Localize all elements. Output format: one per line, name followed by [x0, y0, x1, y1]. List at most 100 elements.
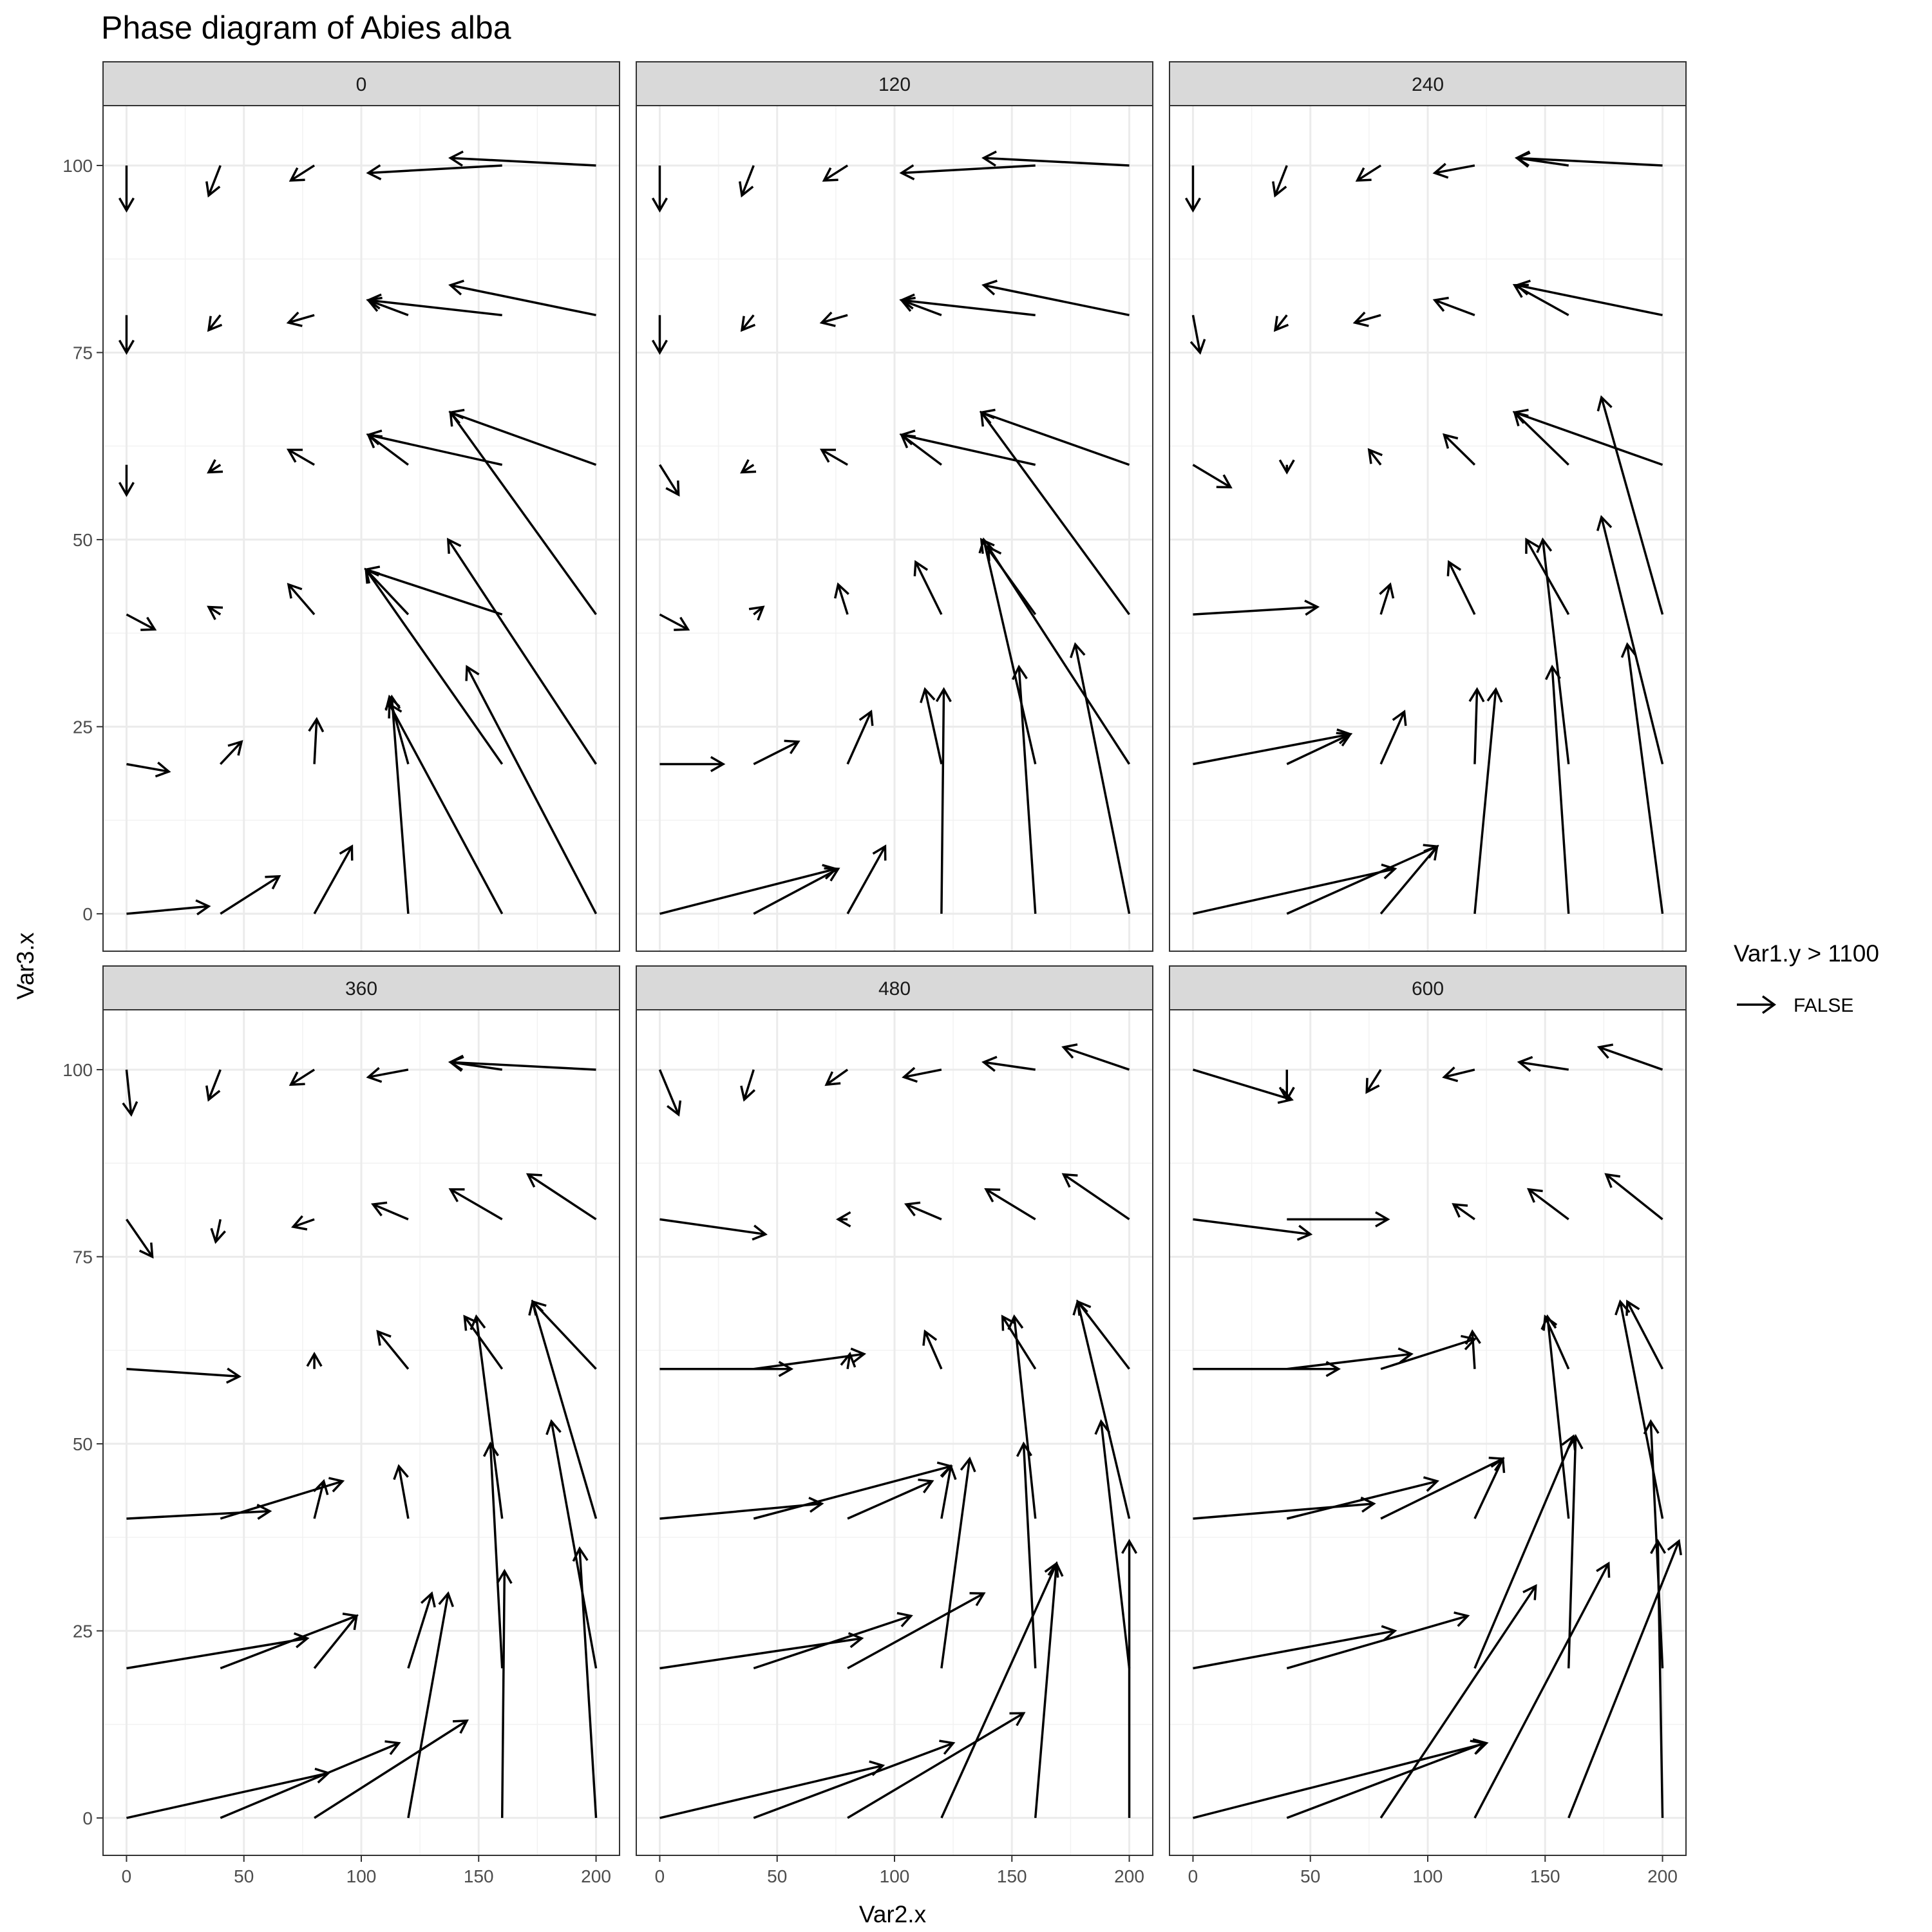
- vector-arrow: [978, 537, 1037, 764]
- facet-strip: [102, 965, 620, 1010]
- vector-arrow: [659, 755, 726, 773]
- arrows: [1184, 150, 1664, 915]
- vector-arrow: [659, 1497, 824, 1520]
- vector-arrow: [1272, 165, 1288, 198]
- vector-arrow: [448, 150, 596, 167]
- x-tick-label: 200: [1114, 1866, 1144, 1886]
- x-axis: 0 50 100 150 200: [1188, 1855, 1678, 1886]
- vector-arrow: [1596, 395, 1664, 615]
- facet-strip: [1169, 61, 1687, 106]
- vector-arrow: [658, 464, 680, 497]
- arrows: [658, 1043, 1138, 1819]
- vector-arrow: [981, 150, 1130, 167]
- x-tick-label: 50: [234, 1866, 254, 1886]
- vector-arrow: [902, 1066, 942, 1083]
- vector-arrow: [449, 410, 597, 616]
- vector-arrow: [407, 1591, 436, 1669]
- vector-arrow: [448, 1054, 596, 1071]
- vector-arrow: [1452, 1203, 1475, 1220]
- vector-arrow: [207, 605, 223, 620]
- vector-arrow: [658, 1069, 682, 1117]
- vector-arrow: [366, 1066, 409, 1083]
- facet-panel-480: 480 0 50 100 150 200: [636, 965, 1153, 1886]
- vector-arrow: [1286, 1476, 1439, 1520]
- vector-arrow: [1464, 1329, 1481, 1369]
- y-tick-label: 25: [73, 1621, 93, 1641]
- vector-arrow: [1512, 408, 1663, 466]
- vector-arrow: [126, 1632, 310, 1670]
- vector-arrow: [118, 165, 135, 213]
- panel-border: [1169, 105, 1687, 952]
- vector-arrow: [122, 1069, 138, 1117]
- gridlines: [103, 1010, 620, 1855]
- vector-arrow: [1473, 1457, 1506, 1519]
- vector-arrow: [1007, 1314, 1037, 1519]
- vector-arrow: [1016, 1441, 1037, 1669]
- y-axis-title: Var3.x: [12, 932, 39, 999]
- facet-strip: [636, 965, 1153, 1010]
- vector-arrow: [1286, 732, 1352, 766]
- panel-border: [636, 105, 1153, 952]
- vector-arrow: [753, 1347, 867, 1370]
- vector-arrow: [1192, 1068, 1294, 1104]
- vector-arrow: [753, 867, 840, 915]
- facet-strip: [102, 61, 620, 106]
- vector-arrow: [822, 164, 849, 182]
- legend: Var1.y > 1100 FALSE: [1734, 940, 1879, 1016]
- vector-arrow: [1094, 1419, 1131, 1669]
- vector-arrow: [290, 1215, 315, 1231]
- vector-arrow: [220, 1740, 401, 1819]
- vector-arrow: [899, 430, 1036, 466]
- vector-arrow: [981, 1056, 1036, 1072]
- vector-arrow: [1192, 464, 1233, 489]
- vector-arrow: [205, 165, 222, 198]
- vector-arrow: [1193, 600, 1320, 616]
- vector-arrow: [1544, 664, 1570, 914]
- vector-arrow: [1011, 664, 1037, 914]
- vector-arrow: [1273, 314, 1289, 332]
- vector-arrow: [366, 430, 503, 466]
- x-tick-label: 50: [1300, 1866, 1320, 1886]
- x-axis: 0 50 100 150 200: [122, 1855, 611, 1886]
- x-tick-label: 200: [1647, 1866, 1678, 1886]
- y-axis: 0 25 50 75 100: [62, 156, 103, 924]
- vector-arrow: [393, 1464, 410, 1519]
- arrows: [1192, 1043, 1682, 1819]
- chart-title: Phase diagram of Abies alba: [101, 10, 511, 46]
- vector-arrow: [1515, 279, 1663, 317]
- vector-arrow: [1379, 844, 1439, 915]
- vector-arrow: [384, 694, 410, 914]
- vector-arrow: [1278, 1069, 1295, 1102]
- vector-arrow: [545, 1419, 598, 1669]
- legend-key-arrow: [1737, 995, 1776, 1014]
- vector-arrow: [1596, 1043, 1663, 1071]
- vector-arrow: [1473, 1561, 1611, 1819]
- panel-border: [102, 105, 620, 952]
- vector-arrow: [904, 1201, 942, 1220]
- y-tick-label: 75: [73, 1247, 93, 1267]
- x-tick-label: 150: [1530, 1866, 1560, 1886]
- vector-arrow: [740, 1069, 756, 1102]
- facet-strip-label: 600: [1412, 978, 1444, 999]
- x-tick-label: 100: [880, 1866, 910, 1886]
- vector-arrow: [1189, 315, 1206, 355]
- vector-arrow: [1193, 863, 1397, 915]
- legend-label-false: FALSE: [1794, 995, 1853, 1016]
- x-tick-label: 50: [767, 1866, 787, 1886]
- vector-arrow: [899, 164, 1036, 181]
- vector-arrow: [388, 702, 504, 914]
- vector-arrow: [1379, 1584, 1537, 1819]
- vector-arrow: [126, 1218, 154, 1259]
- vector-arrow: [313, 1614, 358, 1669]
- y-tick-label: 0: [82, 904, 93, 924]
- x-axis-title: Var2.x: [859, 1901, 927, 1927]
- y-tick-label: 75: [73, 343, 93, 363]
- vector-arrow: [1352, 311, 1381, 327]
- vector-arrow: [753, 1739, 956, 1819]
- x-tick-label: 0: [655, 1866, 665, 1886]
- vector-arrow: [289, 164, 316, 182]
- vector-arrow: [659, 1218, 768, 1241]
- vector-arrow: [1442, 1066, 1475, 1083]
- vector-arrow: [366, 164, 502, 181]
